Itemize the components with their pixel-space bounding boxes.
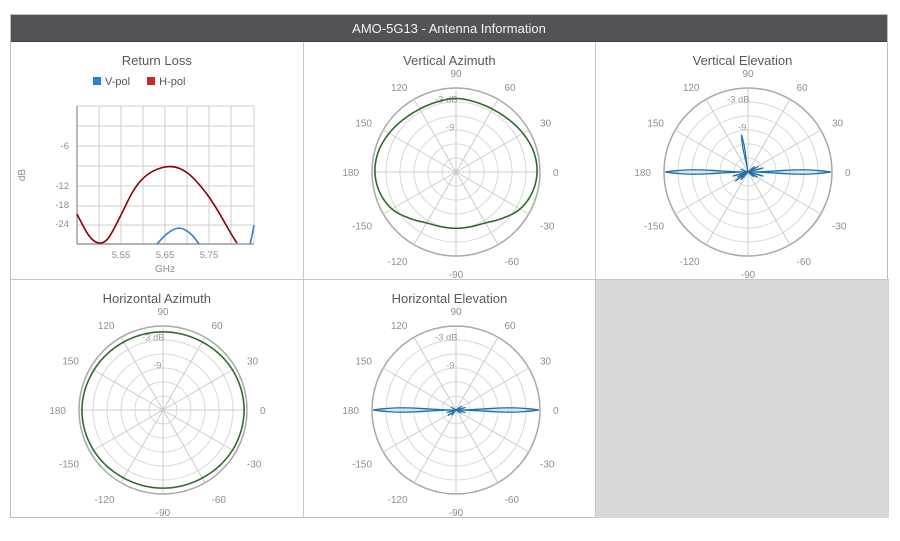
svg-text:150: 150 [62, 357, 79, 368]
svg-text:60: 60 [504, 83, 516, 94]
svg-text:-30: -30 [832, 222, 847, 233]
svg-text:0: 0 [553, 168, 559, 179]
svg-text:-24: -24 [55, 219, 69, 230]
svg-text:-150: -150 [59, 460, 79, 471]
svg-text:-150: -150 [352, 460, 372, 471]
svg-text:30: 30 [247, 357, 259, 368]
svg-text:-30: -30 [247, 460, 262, 471]
svg-text:-90: -90 [741, 270, 756, 280]
svg-text:GHz: GHz [155, 264, 175, 275]
svg-text:60: 60 [797, 83, 809, 94]
svg-text:150: 150 [355, 357, 372, 368]
svg-text:90: 90 [157, 307, 169, 318]
svg-text:-90: -90 [156, 508, 171, 518]
svg-text:-120: -120 [680, 257, 700, 268]
svg-text:30: 30 [540, 119, 552, 130]
svg-text:60: 60 [212, 321, 224, 332]
svg-text:90: 90 [450, 69, 462, 80]
svg-text:-30: -30 [540, 222, 555, 233]
svg-text:-18: -18 [55, 200, 69, 211]
svg-text:-150: -150 [644, 222, 664, 233]
svg-text:120: 120 [683, 83, 700, 94]
svg-text:-90: -90 [448, 508, 463, 518]
svg-text:0: 0 [260, 406, 266, 417]
svg-text:-6: -6 [61, 141, 69, 152]
svg-text:90: 90 [450, 307, 462, 318]
svg-text:-30: -30 [540, 460, 555, 471]
svg-text:-120: -120 [94, 495, 114, 506]
svg-text:-60: -60 [212, 495, 227, 506]
svg-text:-90: -90 [448, 270, 463, 280]
svg-text:-120: -120 [387, 495, 407, 506]
svg-text:120: 120 [390, 321, 407, 332]
svg-text:5.75: 5.75 [200, 250, 219, 261]
svg-text:180: 180 [49, 406, 66, 417]
svg-text:30: 30 [540, 357, 552, 368]
svg-text:-9: -9 [153, 360, 161, 371]
svg-text:-60: -60 [504, 257, 519, 268]
svg-text:-9: -9 [446, 360, 454, 371]
svg-text:5.65: 5.65 [156, 250, 175, 261]
svg-text:180: 180 [342, 406, 359, 417]
svg-text:90: 90 [743, 69, 755, 80]
svg-text:30: 30 [832, 119, 844, 130]
svg-text:180: 180 [342, 168, 359, 179]
svg-text:0: 0 [845, 168, 851, 179]
svg-text:150: 150 [648, 119, 665, 130]
svg-text:-9: -9 [738, 122, 746, 133]
svg-text:dB: dB [17, 169, 28, 182]
svg-text:180: 180 [635, 168, 652, 179]
svg-text:150: 150 [355, 119, 372, 130]
svg-text:120: 120 [390, 83, 407, 94]
svg-text:5.55: 5.55 [112, 250, 131, 261]
svg-text:0: 0 [553, 406, 559, 417]
svg-text:-60: -60 [504, 495, 519, 506]
svg-text:-12: -12 [55, 181, 69, 192]
svg-text:60: 60 [504, 321, 516, 332]
svg-text:-120: -120 [387, 257, 407, 268]
svg-text:-60: -60 [797, 257, 812, 268]
svg-text:-150: -150 [352, 222, 372, 233]
svg-text:-3 dB: -3 dB [435, 333, 458, 344]
svg-text:120: 120 [98, 321, 115, 332]
svg-text:-3 dB: -3 dB [727, 95, 750, 106]
svg-text:-9: -9 [446, 122, 454, 133]
